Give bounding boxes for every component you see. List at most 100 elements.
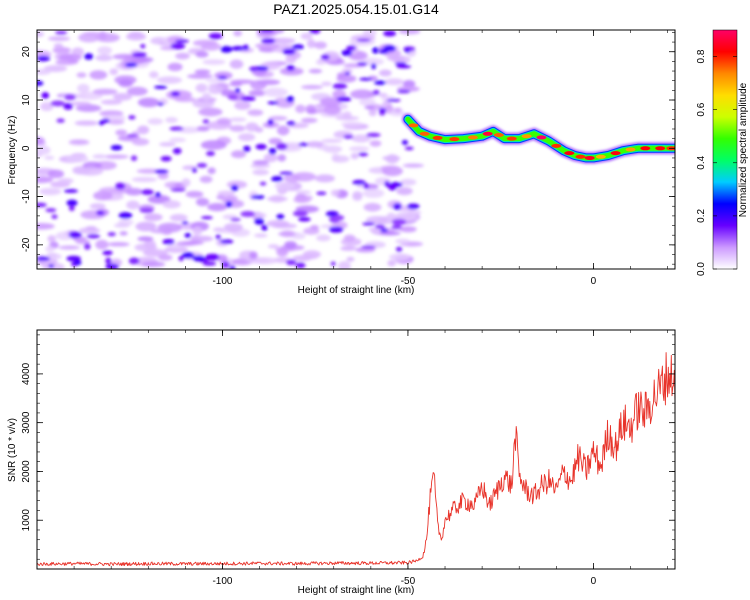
noise-blob — [149, 71, 159, 79]
noise-blob-strong — [110, 144, 123, 151]
noise-blob-strong — [372, 89, 380, 95]
noise-blob-strong — [378, 108, 387, 113]
noise-blob — [104, 154, 129, 159]
noise-blob — [74, 120, 99, 126]
noise-blob — [181, 178, 191, 187]
noise-blob — [192, 226, 203, 236]
noise-blob — [395, 211, 417, 221]
noise-blob — [176, 241, 198, 246]
noise-blob — [217, 190, 236, 196]
noise-blob-strong — [268, 147, 277, 155]
noise-blob-strong — [295, 262, 306, 269]
noise-blob — [247, 109, 264, 116]
noise-blob — [157, 172, 169, 180]
noise-blob-strong — [51, 214, 58, 220]
noise-blob — [254, 233, 268, 238]
noise-blob — [115, 129, 128, 136]
noise-blob-strong — [66, 255, 81, 262]
noise-blob — [238, 133, 256, 142]
noise-blob-strong — [346, 45, 357, 51]
noise-blob — [185, 190, 204, 198]
noise-blob — [350, 152, 359, 160]
ridge-peak — [625, 147, 636, 152]
y-tick-label: 3000 — [21, 411, 32, 434]
noise-blob-strong — [181, 252, 195, 259]
y-tick-label: 0 — [21, 145, 32, 151]
ridge-peak — [419, 131, 430, 136]
noise-blob — [207, 203, 228, 212]
noise-blob-strong — [333, 214, 345, 221]
noise-blob-strong — [56, 118, 65, 123]
colorbar-gradient — [713, 30, 737, 269]
noise-blob-strong — [286, 95, 295, 103]
noise-blob-strong — [172, 147, 182, 155]
noise-blob — [78, 227, 101, 234]
noise-blob-strong — [169, 126, 184, 131]
noise-blob-strong — [391, 218, 407, 226]
ridge-peak — [432, 135, 443, 140]
snr-frame — [36, 329, 676, 570]
noise-blob — [302, 250, 321, 259]
snr-y-axis-label: SNR (10 * v/v) — [7, 418, 18, 482]
noise-blob — [399, 226, 417, 233]
noise-blob — [292, 172, 317, 182]
ridge-peak — [467, 135, 478, 140]
noise-blob-strong — [250, 194, 265, 200]
colorbar-label: Normalized spectral amplitude — [738, 82, 749, 217]
noise-blob-strong — [50, 100, 66, 107]
noise-blob — [340, 246, 357, 251]
noise-blob — [386, 212, 396, 221]
noise-blob — [248, 89, 267, 97]
noise-blob — [223, 222, 243, 232]
noise-blob-strong — [328, 226, 344, 233]
noise-blob — [313, 41, 327, 49]
noise-blob-strong — [124, 62, 138, 68]
noise-blob — [300, 84, 324, 90]
noise-blob — [402, 163, 425, 168]
noise-blob-strong — [330, 261, 336, 266]
noise-blob — [310, 225, 320, 230]
noise-blob — [143, 213, 163, 222]
noise-blob-strong — [384, 180, 390, 187]
noise-blob-strong — [64, 94, 76, 101]
noise-blob — [230, 150, 247, 159]
noise-blob — [77, 167, 104, 176]
noise-blob — [202, 92, 212, 102]
noise-blob — [77, 83, 90, 94]
noise-blob — [331, 155, 350, 163]
noise-blob-strong — [235, 88, 241, 93]
colorbar: 0.0 0.2 0.4 0.6 0.8 Normalized spectral ampl… — [696, 29, 749, 276]
x-tick-label: 0 — [591, 576, 597, 587]
noise-blob — [195, 51, 209, 58]
noise-blob-strong — [170, 42, 186, 50]
noise-blob-strong — [356, 38, 371, 42]
noise-blob — [268, 137, 283, 145]
noise-blob — [341, 121, 364, 127]
ridge-peak — [584, 155, 595, 160]
noise-blob-strong — [105, 263, 119, 269]
noise-blob — [301, 117, 318, 124]
spectrogram-y-ticks: -20 -10 0 10 20 — [21, 32, 675, 265]
noise-blob — [37, 176, 54, 183]
snr-background — [37, 330, 675, 569]
noise-blob — [58, 178, 74, 184]
noise-blob — [314, 174, 335, 183]
noise-blob — [169, 214, 188, 222]
noise-blob — [158, 254, 173, 261]
noise-blob-strong — [249, 66, 260, 71]
ridge-peak — [506, 136, 517, 141]
noise-blob-strong — [406, 203, 420, 210]
noise-blob-strong — [286, 64, 295, 71]
noise-blob-strong — [320, 54, 330, 60]
noise-blob-strong — [45, 208, 57, 213]
noise-blob — [37, 223, 55, 230]
noise-blob-strong — [336, 96, 352, 102]
noise-blob-strong — [404, 47, 411, 54]
noise-blob-strong — [191, 167, 197, 173]
noise-blob — [229, 125, 246, 132]
noise-blob — [100, 99, 123, 105]
noise-blob — [75, 104, 102, 112]
noise-blob — [395, 238, 411, 245]
noise-blob-strong — [261, 38, 276, 44]
noise-blob — [234, 101, 251, 110]
